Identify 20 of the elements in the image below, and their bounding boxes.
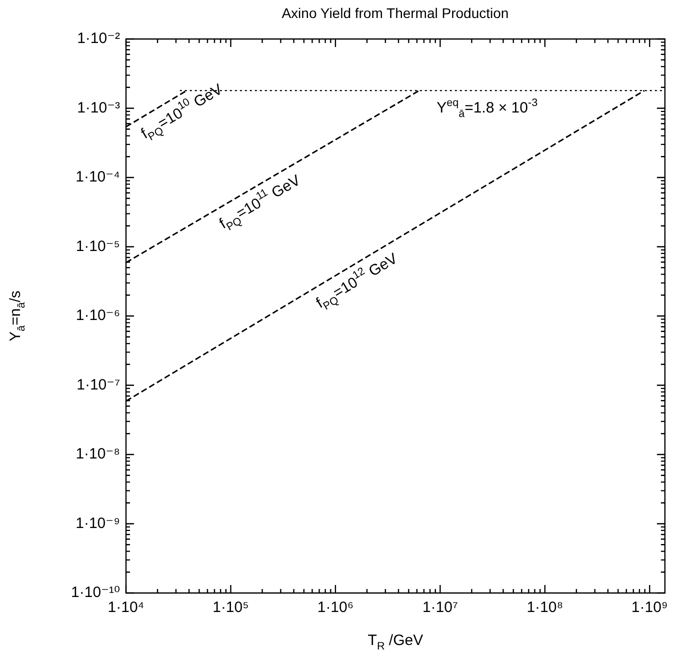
x-tick-label: 1·10⁹ (631, 599, 668, 616)
x-tick-label: 1·10⁷ (422, 599, 458, 616)
y-tick-label: 1·10⁻⁷ (76, 376, 120, 394)
text: fPQ=1010 GeV (138, 80, 226, 144)
text: fPQ=1012 GeV (313, 250, 400, 313)
y-tick-label: 1·10⁻⁶ (76, 307, 120, 324)
y-axis-title: Yā=nā/s (7, 290, 28, 342)
x-tick-label: 1·10⁴ (108, 599, 144, 616)
x-tick-label: 1·10⁸ (526, 599, 564, 616)
y-tick-label: 1·10⁻⁴ (76, 168, 120, 186)
y-tick-label: 1·10⁻² (77, 30, 120, 48)
y-tick-label: 1·10⁻¹⁰ (71, 584, 120, 602)
chart-title: Axino Yield from Thermal Production (282, 4, 509, 21)
y-tick-label: 1·10⁻⁵ (76, 238, 120, 255)
x-tick-label: 1·10⁶ (317, 599, 354, 616)
y-tick-label: 1·10⁻³ (77, 99, 120, 116)
text: fPQ=1011 GeV (216, 172, 304, 234)
y-tick-label: 1·10⁻⁹ (76, 514, 120, 532)
y-tick-label: 1·10⁻⁸ (76, 446, 120, 463)
x-tick-label: 1·10⁵ (212, 599, 249, 616)
